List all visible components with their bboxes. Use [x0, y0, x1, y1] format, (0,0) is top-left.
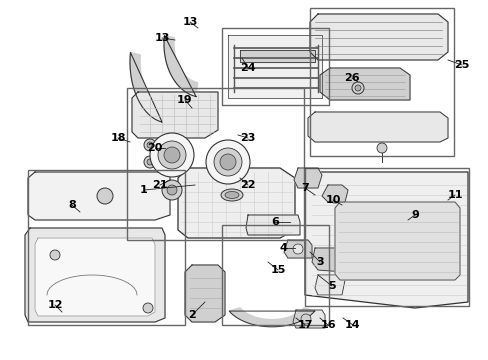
- Polygon shape: [227, 35, 321, 98]
- Circle shape: [143, 156, 156, 168]
- Polygon shape: [305, 172, 467, 308]
- Circle shape: [220, 154, 236, 170]
- Bar: [309, 8, 453, 156]
- Circle shape: [351, 82, 363, 94]
- Text: 24: 24: [240, 63, 255, 73]
- Text: 22: 22: [240, 180, 255, 190]
- Polygon shape: [284, 240, 311, 258]
- Polygon shape: [163, 36, 197, 96]
- Text: 9: 9: [410, 210, 418, 220]
- Polygon shape: [307, 112, 447, 142]
- Text: 13: 13: [154, 33, 169, 43]
- Polygon shape: [245, 215, 299, 235]
- Ellipse shape: [224, 192, 239, 198]
- Text: 11: 11: [447, 190, 462, 200]
- Polygon shape: [178, 168, 294, 238]
- Text: 2: 2: [188, 310, 196, 320]
- Circle shape: [50, 250, 60, 260]
- Circle shape: [214, 148, 242, 176]
- Bar: [222, 225, 328, 325]
- Circle shape: [147, 159, 153, 165]
- Ellipse shape: [221, 189, 243, 201]
- Polygon shape: [311, 248, 347, 272]
- Polygon shape: [25, 228, 164, 322]
- Polygon shape: [130, 53, 163, 122]
- Circle shape: [147, 142, 153, 148]
- Text: 6: 6: [270, 217, 278, 227]
- Text: 12: 12: [47, 300, 62, 310]
- Bar: [222, 28, 328, 105]
- Text: 15: 15: [270, 265, 285, 275]
- Polygon shape: [309, 14, 447, 60]
- Circle shape: [150, 133, 194, 177]
- Polygon shape: [314, 275, 345, 295]
- Polygon shape: [292, 310, 325, 328]
- Polygon shape: [293, 168, 321, 188]
- Circle shape: [97, 188, 113, 204]
- Text: 23: 23: [240, 133, 255, 143]
- Text: 8: 8: [68, 200, 76, 210]
- Text: 13: 13: [182, 17, 197, 27]
- Polygon shape: [28, 172, 170, 220]
- Text: 7: 7: [301, 183, 308, 193]
- Circle shape: [292, 244, 303, 254]
- Text: 26: 26: [344, 73, 359, 83]
- Circle shape: [376, 143, 386, 153]
- Polygon shape: [229, 308, 314, 327]
- Text: 10: 10: [325, 195, 340, 205]
- Polygon shape: [319, 68, 409, 100]
- Text: 25: 25: [453, 60, 469, 70]
- Circle shape: [162, 180, 182, 200]
- Bar: [127, 88, 304, 240]
- Circle shape: [301, 314, 310, 324]
- Circle shape: [142, 303, 153, 313]
- Bar: [305, 168, 468, 306]
- Polygon shape: [35, 238, 155, 316]
- Polygon shape: [132, 92, 218, 138]
- Circle shape: [163, 147, 180, 163]
- Text: 18: 18: [110, 133, 125, 143]
- Circle shape: [158, 141, 185, 169]
- Text: 3: 3: [316, 257, 323, 267]
- Text: 20: 20: [147, 143, 163, 153]
- Circle shape: [167, 185, 177, 195]
- Circle shape: [330, 191, 338, 199]
- Text: 5: 5: [327, 281, 335, 291]
- Polygon shape: [321, 185, 347, 202]
- Bar: [28, 170, 184, 325]
- Text: 4: 4: [279, 243, 286, 253]
- Text: 21: 21: [152, 180, 167, 190]
- Text: 16: 16: [320, 320, 335, 330]
- Circle shape: [205, 140, 249, 184]
- Polygon shape: [184, 265, 224, 322]
- Polygon shape: [240, 50, 314, 62]
- Text: 14: 14: [345, 320, 360, 330]
- Circle shape: [143, 139, 156, 151]
- Polygon shape: [334, 202, 459, 280]
- Text: 17: 17: [297, 320, 312, 330]
- Circle shape: [354, 85, 360, 91]
- Text: 1: 1: [140, 185, 147, 195]
- Text: 19: 19: [177, 95, 192, 105]
- Circle shape: [326, 187, 342, 203]
